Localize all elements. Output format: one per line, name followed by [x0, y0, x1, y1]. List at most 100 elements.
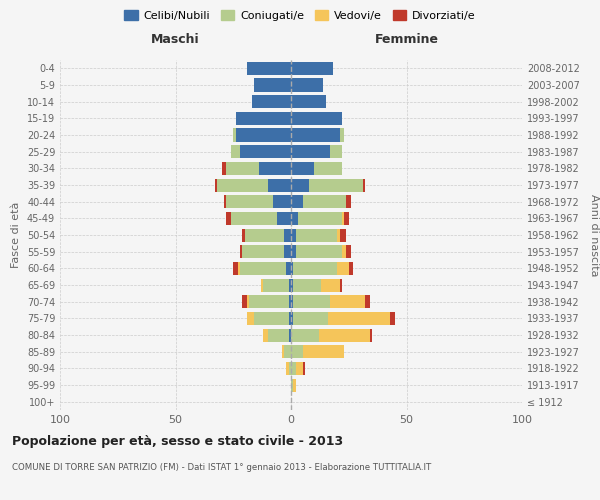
Bar — [233, 128, 236, 141]
Bar — [226, 212, 231, 225]
Bar — [261, 278, 263, 291]
Bar — [291, 362, 296, 375]
Bar — [242, 245, 284, 258]
Bar — [291, 245, 296, 258]
Text: Femmine: Femmine — [374, 33, 439, 46]
Bar — [291, 278, 293, 291]
Bar — [291, 178, 310, 192]
Bar — [293, 378, 296, 392]
Bar — [340, 278, 342, 291]
Bar — [245, 228, 284, 241]
Legend: Celibi/Nubili, Coniugati/e, Vedovi/e, Divorziati/e: Celibi/Nubili, Coniugati/e, Vedovi/e, Di… — [120, 6, 480, 25]
Bar — [277, 212, 291, 225]
Bar — [298, 212, 342, 225]
Bar — [291, 378, 293, 392]
Bar — [370, 328, 372, 342]
Bar — [268, 178, 291, 192]
Bar — [346, 195, 351, 208]
Bar — [293, 262, 337, 275]
Bar — [242, 295, 247, 308]
Bar — [250, 295, 289, 308]
Bar — [365, 295, 370, 308]
Bar — [238, 262, 240, 275]
Bar — [286, 362, 289, 375]
Bar — [254, 78, 291, 92]
Bar — [247, 312, 254, 325]
Bar — [226, 195, 272, 208]
Bar — [346, 245, 351, 258]
Bar — [291, 128, 340, 141]
Bar — [268, 328, 289, 342]
Y-axis label: Anni di nascita: Anni di nascita — [589, 194, 599, 276]
Bar — [330, 295, 365, 308]
Bar — [362, 178, 365, 192]
Bar — [289, 278, 291, 291]
Bar — [293, 312, 328, 325]
Bar — [272, 195, 291, 208]
Bar — [349, 262, 353, 275]
Bar — [291, 228, 296, 241]
Bar — [242, 228, 245, 241]
Bar — [247, 62, 291, 75]
Bar — [302, 195, 346, 208]
Bar — [263, 278, 289, 291]
Bar — [215, 178, 217, 192]
Bar — [240, 145, 291, 158]
Bar — [291, 212, 298, 225]
Bar — [342, 245, 346, 258]
Bar — [328, 312, 391, 325]
Bar — [296, 362, 302, 375]
Bar — [259, 162, 291, 175]
Bar — [291, 162, 314, 175]
Bar — [291, 112, 342, 125]
Bar — [291, 78, 323, 92]
Bar — [240, 245, 242, 258]
Bar — [252, 95, 291, 108]
Bar — [344, 212, 349, 225]
Bar — [391, 312, 395, 325]
Bar — [291, 312, 293, 325]
Y-axis label: Fasce di età: Fasce di età — [11, 202, 21, 268]
Bar — [254, 312, 289, 325]
Bar — [284, 228, 291, 241]
Bar — [296, 245, 342, 258]
Bar — [240, 262, 286, 275]
Bar — [291, 328, 319, 342]
Bar — [342, 212, 344, 225]
Bar — [231, 145, 240, 158]
Bar — [247, 295, 250, 308]
Bar — [319, 328, 370, 342]
Bar — [293, 295, 330, 308]
Bar — [231, 212, 277, 225]
Text: COMUNE DI TORRE SAN PATRIZIO (FM) - Dati ISTAT 1° gennaio 2013 - Elaborazione TU: COMUNE DI TORRE SAN PATRIZIO (FM) - Dati… — [12, 462, 431, 471]
Bar — [291, 62, 332, 75]
Bar — [291, 195, 302, 208]
Bar — [217, 178, 268, 192]
Bar — [293, 278, 321, 291]
Bar — [291, 145, 330, 158]
Bar — [291, 345, 302, 358]
Bar — [226, 162, 259, 175]
Bar — [284, 345, 291, 358]
Bar — [340, 228, 346, 241]
Bar — [291, 295, 293, 308]
Bar — [224, 195, 226, 208]
Bar — [284, 245, 291, 258]
Bar — [289, 312, 291, 325]
Bar — [222, 162, 226, 175]
Bar — [236, 128, 291, 141]
Bar — [233, 262, 238, 275]
Bar — [314, 162, 342, 175]
Bar — [286, 262, 291, 275]
Bar — [282, 345, 284, 358]
Bar — [337, 228, 340, 241]
Text: Maschi: Maschi — [151, 33, 200, 46]
Bar — [337, 262, 349, 275]
Bar — [302, 345, 344, 358]
Bar — [289, 362, 291, 375]
Bar — [291, 95, 326, 108]
Bar — [263, 328, 268, 342]
Bar — [236, 112, 291, 125]
Bar — [321, 278, 340, 291]
Bar — [289, 295, 291, 308]
